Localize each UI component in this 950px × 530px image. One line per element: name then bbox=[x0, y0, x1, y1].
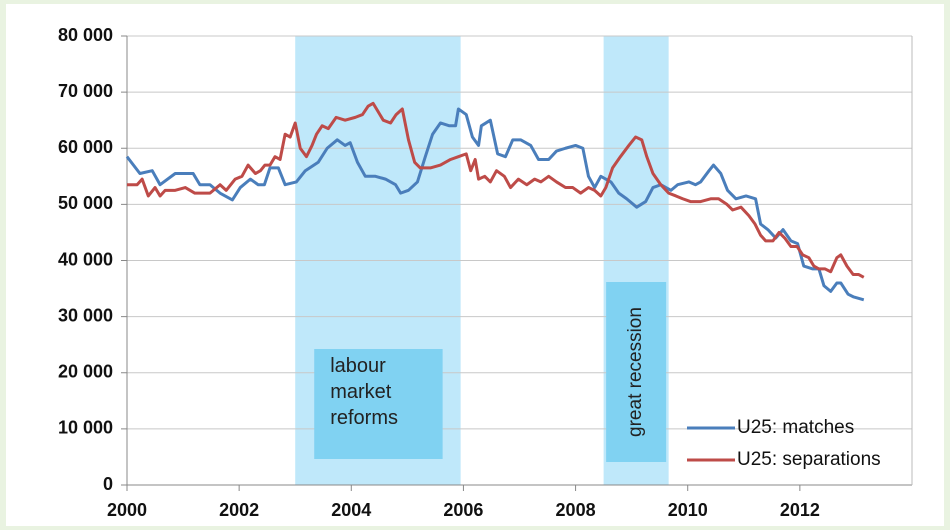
x-tick-label: 2000 bbox=[107, 500, 147, 520]
y-tick-label: 50 000 bbox=[58, 193, 113, 213]
legend-label: U25: matches bbox=[737, 417, 854, 438]
x-tick-label: 2010 bbox=[668, 500, 708, 520]
period-label: labour market reforms bbox=[330, 355, 398, 429]
legend-label: U25: separations bbox=[737, 449, 881, 470]
x-tick-label: 2008 bbox=[556, 500, 596, 520]
y-tick-label: 70 000 bbox=[58, 81, 113, 101]
y-tick-label: 10 000 bbox=[58, 418, 113, 438]
x-tick-label: 2002 bbox=[219, 500, 259, 520]
y-tick-label: 0 bbox=[103, 474, 113, 494]
y-tick-label: 40 000 bbox=[58, 249, 113, 269]
period-label-box bbox=[314, 349, 443, 459]
period-label: great recession bbox=[625, 307, 646, 437]
y-tick-label: 80 000 bbox=[58, 25, 113, 45]
x-tick-label: 2004 bbox=[331, 500, 371, 520]
y-tick-label: 20 000 bbox=[58, 362, 113, 382]
series-line bbox=[125, 107, 865, 302]
x-tick-label: 2012 bbox=[780, 500, 820, 520]
y-tick-label: 60 000 bbox=[58, 137, 113, 157]
panel bbox=[6, 4, 944, 526]
x-tick-label: 2006 bbox=[443, 500, 483, 520]
period-label-box bbox=[606, 282, 667, 462]
y-tick-label: 30 000 bbox=[58, 305, 113, 325]
series-line bbox=[127, 101, 865, 279]
